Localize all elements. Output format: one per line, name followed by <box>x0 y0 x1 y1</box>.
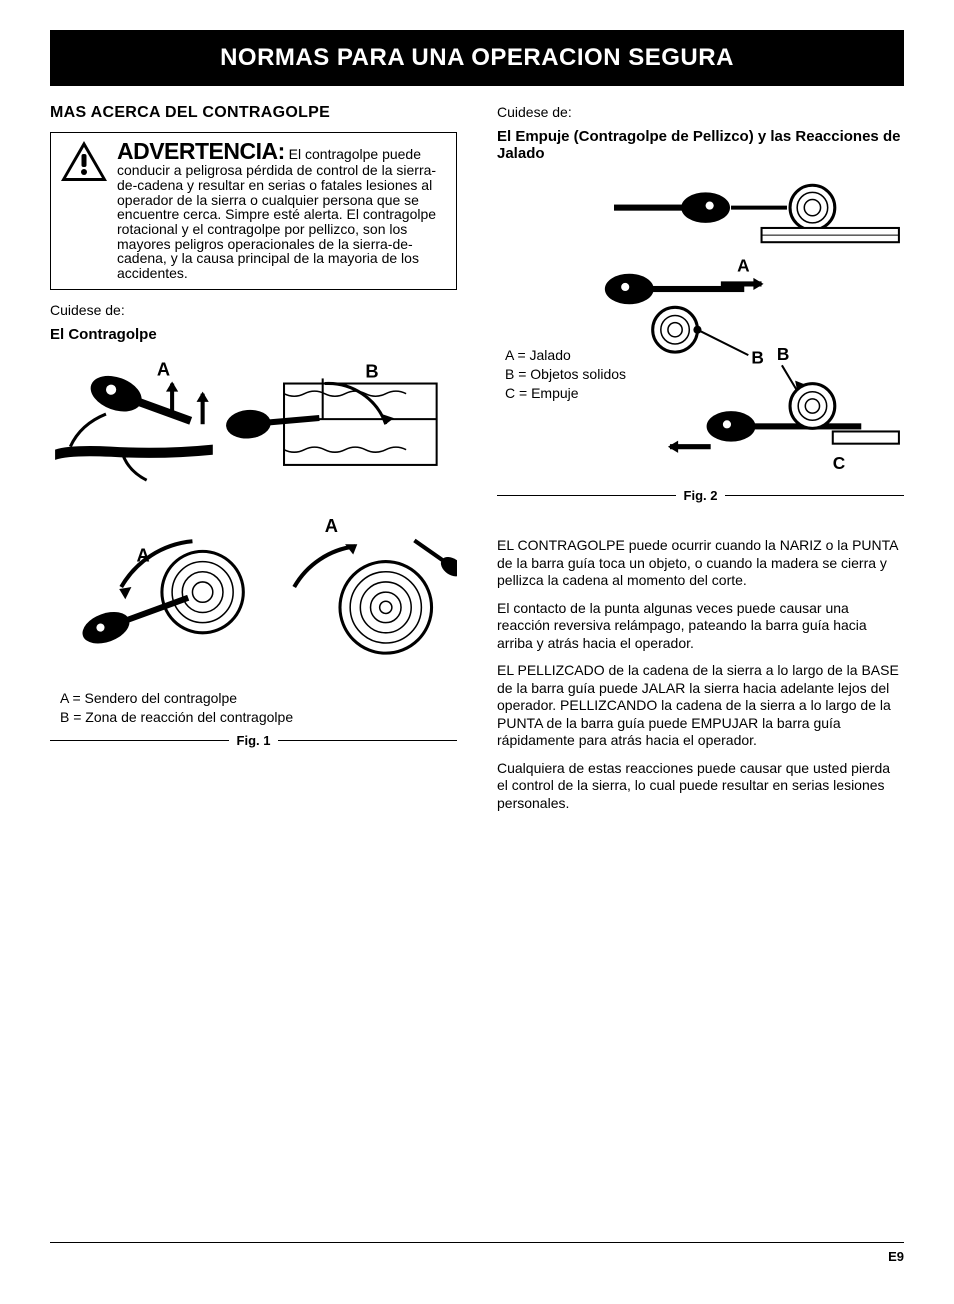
warning-triangle-icon <box>59 139 109 281</box>
figure-rule <box>278 740 457 741</box>
figure-2-caption: Fig. 2 <box>497 488 904 503</box>
figure-1-caption: Fig. 1 <box>50 733 457 748</box>
fig1-legend-b: B = Zona de reacción del contragolpe <box>60 708 457 727</box>
fig2-mark-A: A <box>737 256 750 276</box>
figure-2-label: Fig. 2 <box>684 488 718 503</box>
fig1-legend-a: A = Sendero del contragolpe <box>60 689 457 708</box>
right-p3: EL PELLIZCADO de la cadena de la sierra … <box>497 662 904 750</box>
figure-1-legend: A = Sendero del contragolpe B = Zona de … <box>50 689 457 727</box>
figure-rule <box>725 495 904 496</box>
fig1-mark-A3: A <box>325 515 338 536</box>
warning-box: ADVERTENCIA: El contragolpe puede conduc… <box>50 132 457 290</box>
page-banner: NORMAS PARA UNA OPERACION SEGURA <box>50 30 904 86</box>
fig1-mark-B1: B <box>365 360 378 381</box>
figure-2-legend: A = Jalado B = Objetos solidos C = Empuj… <box>505 346 626 403</box>
fig2-mark-B1: B <box>751 347 763 367</box>
fig2-legend-a: A = Jalado <box>505 346 626 365</box>
left-column: MAS ACERCA DEL CONTRAGOLPE ADVERTENCIA: … <box>50 104 457 822</box>
right-subheading: El Empuje (Contragolpe de Pellizco) y la… <box>497 128 904 162</box>
figure-2: A B B <box>497 172 904 482</box>
warning-lead: ADVERTENCIA: <box>117 138 285 164</box>
two-column-layout: MAS ACERCA DEL CONTRAGOLPE ADVERTENCIA: … <box>50 104 904 822</box>
warning-body: El contragolpe puede conducir a peligros… <box>117 146 436 281</box>
figure-rule <box>50 740 229 741</box>
figure-rule <box>497 495 676 496</box>
fig2-mark-B2: B <box>777 344 789 364</box>
figure-1-label: Fig. 1 <box>237 733 271 748</box>
warning-text: ADVERTENCIA: El contragolpe puede conduc… <box>117 139 448 281</box>
left-cuidese: Cuidese de: <box>50 302 457 318</box>
figure-2-illustration: A B B <box>497 172 904 477</box>
figure-1-illustration: A B <box>50 353 457 679</box>
right-p4: Cualquiera de estas reacciones puede cau… <box>497 760 904 813</box>
fig1-mark-A2: A <box>136 544 149 565</box>
fig2-mark-C: C <box>833 453 845 473</box>
page-number: E9 <box>888 1249 904 1264</box>
fig2-legend-b: B = Objetos solidos <box>505 365 626 384</box>
page-footer: E9 <box>50 1242 904 1264</box>
left-heading: MAS ACERCA DEL CONTRAGOLPE <box>50 104 457 122</box>
right-p1: EL CONTRAGOLPE puede ocurrir cuando la N… <box>497 537 904 590</box>
fig2-legend-c: C = Empuje <box>505 384 626 403</box>
right-cuidese: Cuidese de: <box>497 104 904 120</box>
right-column: Cuidese de: El Empuje (Contragolpe de Pe… <box>497 104 904 822</box>
right-p2: El contacto de la punta algunas veces pu… <box>497 600 904 653</box>
fig1-mark-A1: A <box>157 358 170 379</box>
left-subheading: El Contragolpe <box>50 326 457 343</box>
figure-1: A B <box>50 353 457 748</box>
